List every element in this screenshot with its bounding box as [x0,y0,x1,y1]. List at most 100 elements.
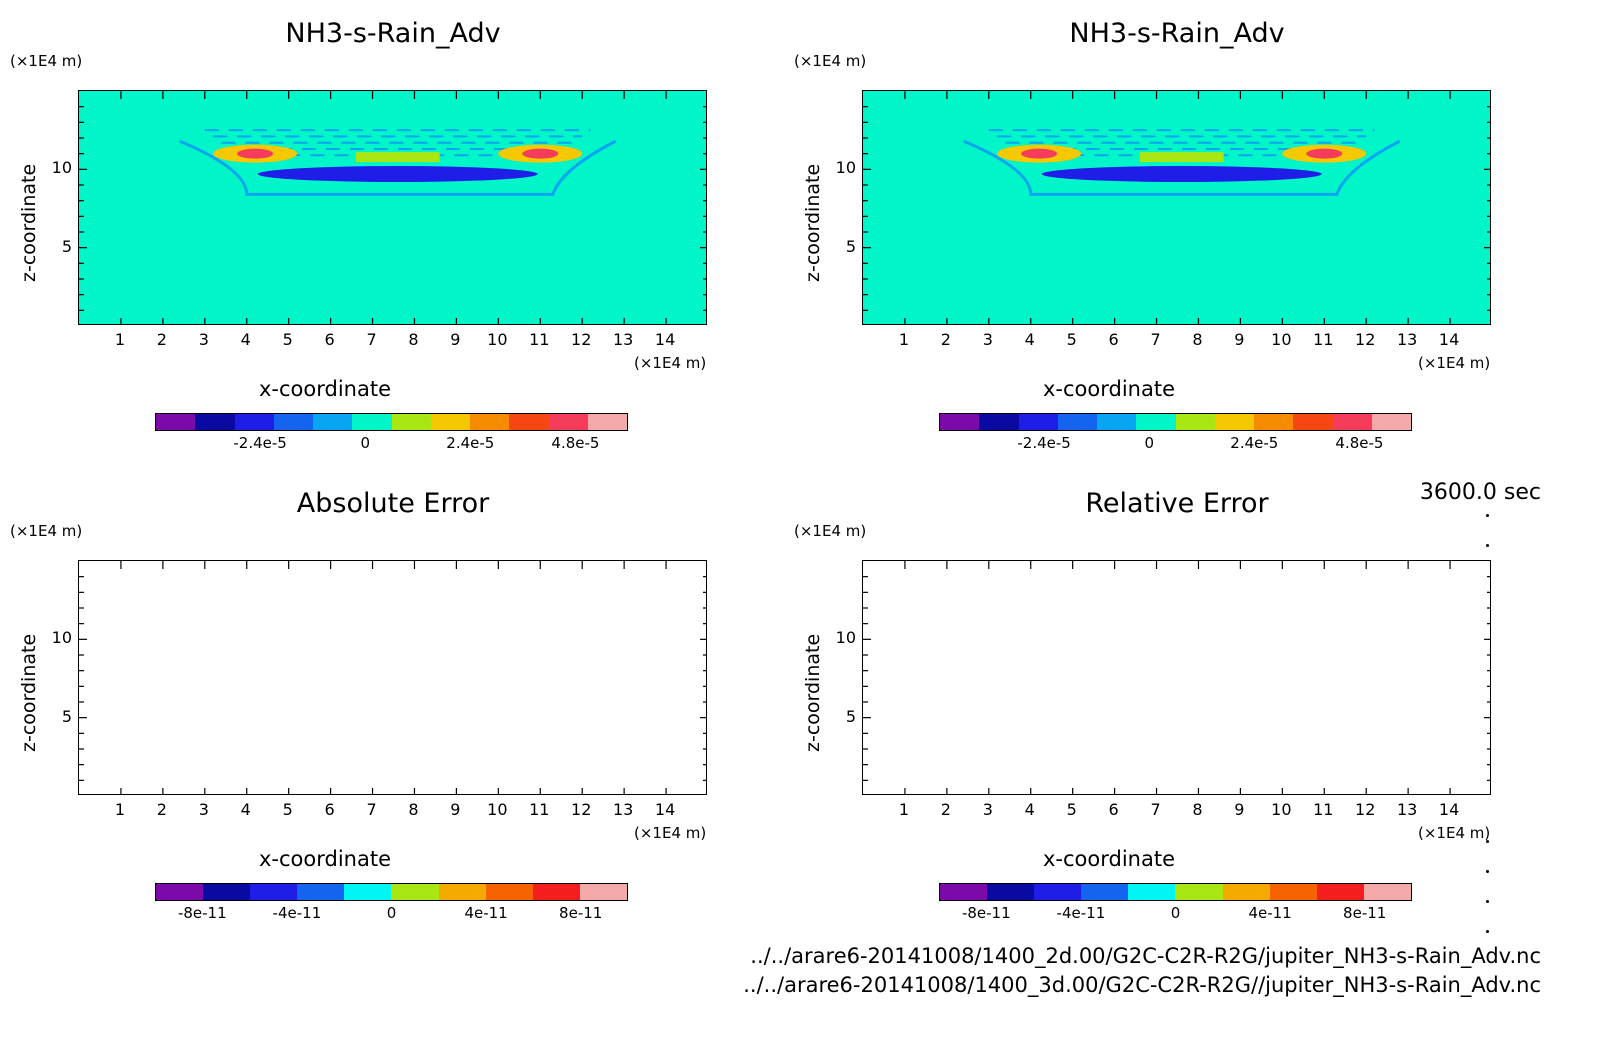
colorbar-tick-label: 0 [360,434,370,452]
positive-anomaly-core [237,148,274,159]
colorbar-tick-label: -2.4e-5 [233,434,287,452]
y-tick-label: 10 [835,158,856,178]
colorbar-swatch [352,414,392,430]
x-tick-label: 6 [1108,800,1119,819]
colorbar-swatch [1057,414,1097,430]
background-field [79,91,706,324]
y-unit-label: (×1E4 m) [794,522,867,540]
x-tick-label: 14 [654,800,676,819]
marker-dot [1486,514,1489,517]
y-tick-label: 10 [51,158,72,178]
x-tick-label: 12 [1355,330,1376,349]
x-tick-label: 13 [1396,800,1418,819]
x-tick-label: 14 [1438,800,1460,819]
x-tick-label: 7 [366,800,377,819]
panel-top-left: NH3-s-Rain_Adv (×1E4 m) z-coordinate 1 2 3 4 5 6… [0,0,780,480]
x-tick-label: 10 [1271,800,1292,819]
x-axis-label: x-coordinate [1042,847,1175,871]
x-tick-label: 6 [324,800,335,819]
x-tick-label: 1 [898,800,910,819]
y-tick-label: 10 [51,628,72,648]
y-tick-label: 5 [845,706,856,726]
x-tick-label: 4 [240,330,251,349]
colorbar-swatch [1097,414,1137,430]
x-tick-label: 7 [366,330,377,349]
x-tick-label: 8 [408,800,419,819]
panel-bottom-left: Absolute Error (×1E4 m) z-coordinate 1 2 3 4 5 6… [0,470,780,950]
x-tick-label: 10 [487,330,508,349]
colorbar-tick-label: 4e-11 [464,904,508,922]
x-tick-label: 13 [612,330,634,349]
colorbar-swatch [391,884,439,900]
negative-contour-outline [179,139,617,196]
x-unit-label: (×1E4 m) [1418,354,1491,372]
x-unit-label: (×1E4 m) [634,354,707,372]
x-tick-label: 8 [1192,330,1203,349]
panel-top-right: NH3-s-Rain_Adv (×1E4 m) z-coordinate 1 2 3 4 5 6… [784,0,1564,480]
colorbar-swatch [940,414,980,430]
marker-dot [1486,930,1489,933]
colorbar-swatch [1363,884,1411,900]
plot-svg [863,91,1490,324]
colorbar-tick-label: 4e-11 [1248,904,1292,922]
x-tick-label: 4 [240,800,251,819]
positive-anomaly-core [1306,148,1343,159]
colorbar-tick-label: -2.4e-5 [1017,434,1071,452]
marker-dot [1486,544,1489,547]
colorbar [155,883,628,901]
plot-svg [79,561,706,794]
x-tick-label: 11 [529,330,550,349]
colorbar-swatch [1018,414,1058,430]
source-file-1: ../../arare6-20141008/1400_2d.00/G2C-C2R… [750,944,1541,968]
colorbar-swatch [1293,414,1333,430]
colorbar-swatch [1034,884,1082,900]
colorbar-swatch [1222,884,1270,900]
colorbar-swatch [203,884,251,900]
marker-dot [1486,840,1489,843]
x-tick-label: 7 [1150,800,1161,819]
colorbar-swatch [987,884,1035,900]
colorbar-tick-label: 0 [1170,904,1181,922]
plot-svg [79,91,706,324]
colorbar-swatch [1316,884,1364,900]
colorbar-swatch [1371,414,1411,430]
x-tick-label: 12 [1355,800,1376,819]
plot-area [78,90,707,325]
colorbar-swatch [485,884,533,900]
colorbar-swatch [297,884,345,900]
x-tick-label: 3 [982,800,993,819]
colorbar-swatch [430,414,470,430]
plot-area [78,560,707,795]
x-tick-label: 10 [1271,330,1292,349]
colorbar-tick-label: -8e-11 [961,904,1011,922]
colorbar-swatch [344,884,392,900]
x-tick-label: 3 [982,330,993,349]
colorbar-swatch [509,414,549,430]
x-tick-label: 2 [156,330,167,349]
colorbar [155,413,628,431]
y-tick-label: 5 [61,236,72,256]
colorbar-swatch [234,414,274,430]
x-tick-label: 1 [114,800,126,819]
plot-area [862,560,1491,795]
colorbar-tick-label: -4e-11 [1056,904,1106,922]
marker-dot [1486,870,1489,873]
colorbar-tick-label: 8e-11 [559,904,603,922]
colorbar-swatch [1332,414,1372,430]
x-unit-label: (×1E4 m) [1418,824,1491,842]
positive-weak-region [355,152,440,163]
colorbar-tick-label: 2.4e-5 [1230,434,1279,452]
x-tick-label: 5 [282,330,293,349]
y-axis-label: z-coordinate [18,163,40,282]
negative-contour-outline [963,139,1401,196]
positive-anomaly-core [1021,148,1058,159]
x-tick-label: 1 [898,330,910,349]
y-tick-label: 5 [61,706,72,726]
colorbar-swatch [1136,414,1176,430]
colorbar-swatch [391,414,431,430]
colorbar-swatch [470,414,510,430]
x-tick-label: 4 [1024,330,1035,349]
background-field [863,91,1490,324]
colorbar-tick-label: 0 [386,904,397,922]
colorbar-swatch [548,414,588,430]
